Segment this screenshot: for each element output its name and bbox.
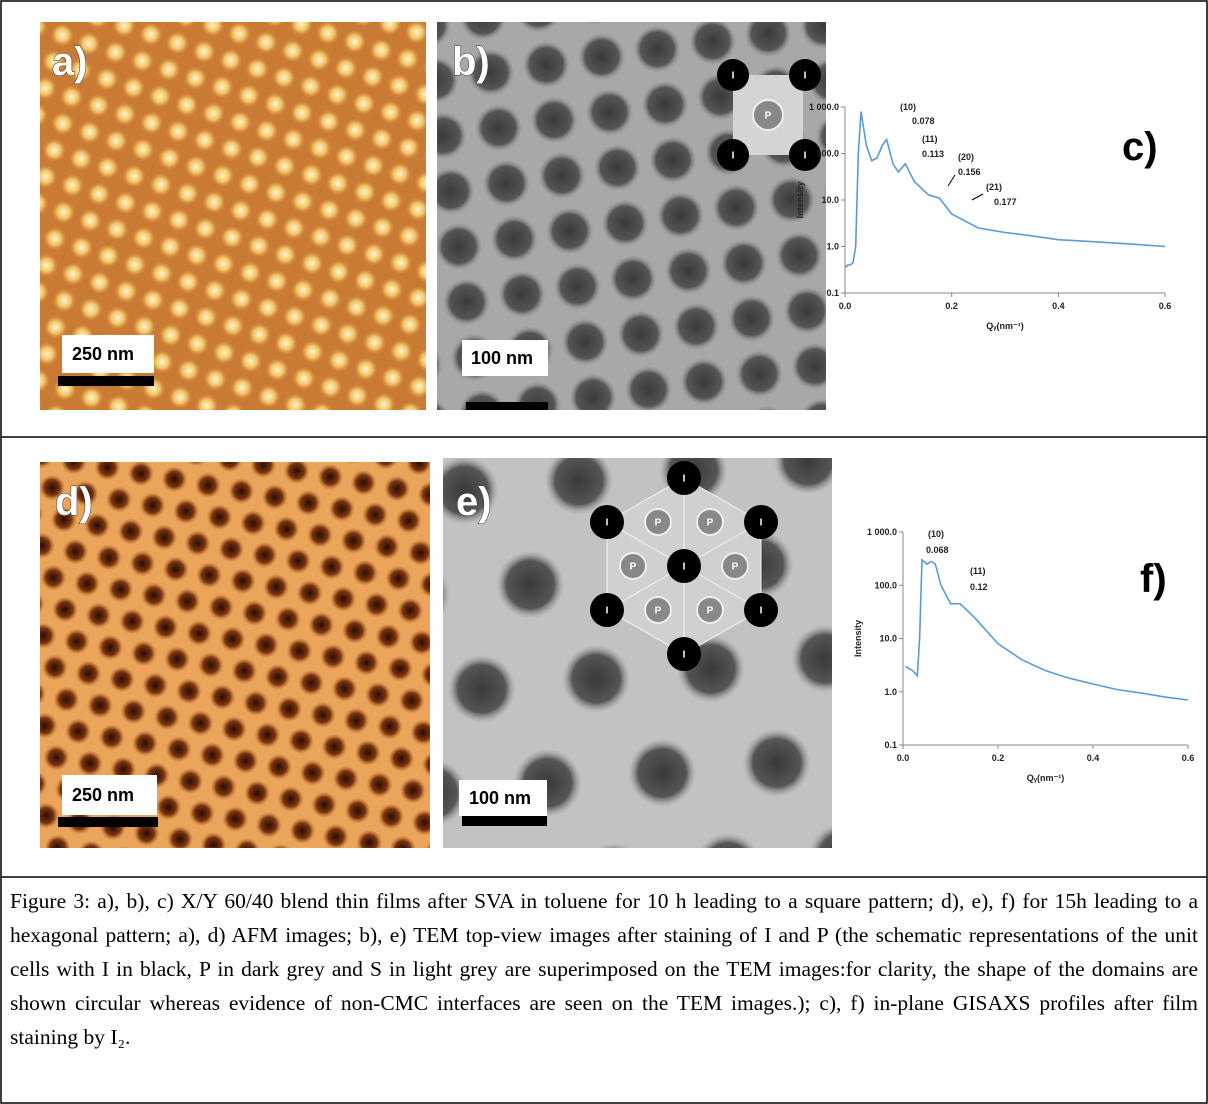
schematic-label: I <box>804 151 807 162</box>
x-tick-label: 0.0 <box>897 753 910 763</box>
y-tick-label: 100.0 <box>816 149 839 159</box>
peak-position: 0.177 <box>994 197 1017 207</box>
peak-index: (11) <box>970 566 986 576</box>
y-tick-label: 10.0 <box>821 195 839 205</box>
scale-label: 100 nm <box>471 348 533 368</box>
leader <box>948 175 955 186</box>
schematic-label: I <box>683 650 686 661</box>
y-tick-label: 0.1 <box>884 740 897 750</box>
schematic-label: P <box>707 518 714 529</box>
schematic-label: I <box>683 474 686 485</box>
x-tick-label: 0.4 <box>1087 753 1100 763</box>
y-tick-label: 1.0 <box>826 242 839 252</box>
peak-index: (21) <box>986 182 1002 192</box>
schematic-label: I <box>606 518 609 529</box>
schematic-label: P <box>732 562 739 573</box>
data-line <box>845 112 1165 268</box>
y-tick-label: 100.0 <box>874 580 897 590</box>
scale-label: 100 nm <box>469 788 531 808</box>
scale-bar <box>58 376 154 386</box>
x-axis-label: Qᵧ(nm⁻¹) <box>1027 773 1065 783</box>
peak-position: 0.113 <box>922 149 944 159</box>
scale-bar <box>58 817 158 827</box>
schematic-label: P <box>765 111 772 122</box>
panel-label: d) <box>55 480 93 524</box>
schematic-label: I <box>804 71 807 82</box>
schematic-label: P <box>655 518 662 529</box>
peak-index: (20) <box>958 152 974 162</box>
peak-index: (10) <box>900 102 916 112</box>
y-tick-label: 1 000.0 <box>809 102 839 112</box>
peak-position: 0.068 <box>926 545 949 555</box>
y-axis-label: Intensity <box>853 620 863 657</box>
x-tick-label: 0.4 <box>1052 301 1065 311</box>
schematic-label: I <box>732 151 735 162</box>
schematic-label: I <box>760 606 763 617</box>
y-tick-label: 1.0 <box>884 687 897 697</box>
figure-caption: Figure 3: a), b), c) X/Y 60/40 blend thi… <box>10 884 1198 1054</box>
y-tick-label: 1 000.0 <box>867 527 897 537</box>
y-axis-label: Intensity <box>795 181 805 218</box>
x-tick-label: 0.6 <box>1182 753 1195 763</box>
x-tick-label: 0.6 <box>1159 301 1172 311</box>
page: a) 250 nm b) P I I I I 100 nm d) 250 nm … <box>0 0 1208 1104</box>
panel-label: e) <box>456 480 492 524</box>
schematic-label: I <box>606 606 609 617</box>
peak-position: 0.12 <box>970 582 988 592</box>
x-tick-label: 0.2 <box>945 301 958 311</box>
schematic-label: P <box>707 606 714 617</box>
y-tick-label: 0.1 <box>826 288 839 298</box>
scale-label: 250 nm <box>72 344 134 364</box>
peak-index: (11) <box>922 134 938 144</box>
y-tick-label: 10.0 <box>879 634 897 644</box>
schematic-label: P <box>630 562 637 573</box>
scale-bar <box>462 816 547 826</box>
peak-position: 0.078 <box>912 116 935 126</box>
x-tick-label: 0.0 <box>839 301 852 311</box>
scale-label: 250 nm <box>72 785 134 805</box>
schematic-label: I <box>732 71 735 82</box>
panel-label: f) <box>1140 557 1167 601</box>
peak-position: 0.156 <box>958 167 981 177</box>
x-axis-label: Qᵧ(nm⁻¹) <box>986 321 1024 331</box>
schematic-label: I <box>683 562 686 573</box>
scale-bar <box>466 402 548 410</box>
panel-label: c) <box>1122 125 1158 169</box>
panel-label: b) <box>452 40 490 84</box>
x-tick-label: 0.2 <box>992 753 1005 763</box>
panel-label: a) <box>52 40 88 84</box>
schematic-label: I <box>760 518 763 529</box>
peak-index: (10) <box>928 529 944 539</box>
leader <box>972 194 983 200</box>
schematic-label: P <box>655 606 662 617</box>
